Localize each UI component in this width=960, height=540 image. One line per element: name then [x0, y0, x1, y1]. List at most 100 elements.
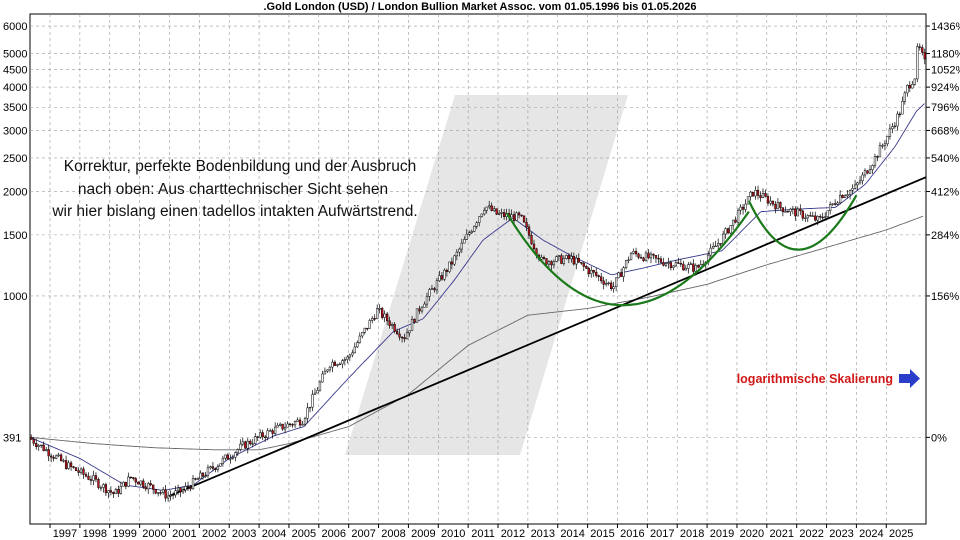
candle-up [761, 193, 765, 199]
candle-down [450, 261, 454, 265]
candle-down [69, 462, 73, 467]
candle-up [147, 483, 150, 490]
candle-up [453, 255, 456, 265]
x-tick-label: 2019 [710, 528, 734, 540]
y-tick-label: 3500 [3, 102, 27, 114]
candle-up [378, 308, 381, 310]
y-tick-label-percent: 284% [931, 230, 959, 242]
candle-up [458, 248, 461, 253]
candle-down [669, 262, 673, 268]
candle-up [873, 156, 877, 166]
y-tick-label-percent: 540% [931, 153, 959, 165]
candle-up [40, 444, 43, 447]
candle-up [468, 232, 471, 235]
candle-up [102, 484, 105, 488]
candle-down [799, 208, 802, 212]
candle-up [176, 487, 180, 491]
candle-up [316, 389, 319, 394]
y-tick-label: 4000 [3, 82, 27, 94]
candle-down [908, 85, 911, 89]
candle-up [313, 392, 317, 395]
candle-down [502, 212, 506, 217]
x-tick-label: 2008 [381, 528, 405, 540]
candle-up [62, 460, 65, 462]
candle-up [736, 209, 740, 223]
candle-down [94, 475, 98, 480]
candle-up [343, 359, 346, 361]
candle-down [577, 257, 580, 263]
candle-down [774, 203, 777, 210]
candle-down [201, 472, 205, 477]
candle-up [356, 342, 359, 348]
candle-down [657, 257, 660, 260]
candle-up [139, 480, 142, 485]
candle-up [557, 255, 561, 257]
bottom-arc-1 [506, 211, 750, 307]
candle-up [547, 261, 551, 265]
candle-down [298, 419, 302, 426]
candle-up [241, 441, 244, 445]
candle-up [181, 489, 185, 493]
trendline [169, 176, 927, 497]
candle-down [545, 258, 548, 265]
candle-up [674, 262, 678, 267]
candle-up [622, 267, 625, 277]
candle-up [804, 217, 807, 219]
candle-down [781, 207, 785, 213]
candle-up [493, 208, 496, 211]
candle-down [582, 262, 585, 267]
candle-up [891, 126, 894, 130]
candle-down [692, 263, 695, 272]
candle-up [684, 268, 687, 271]
candle-down [634, 250, 638, 255]
candle-up [405, 332, 409, 340]
candle-up [888, 128, 892, 137]
candle-down [129, 476, 132, 479]
candle-down [587, 267, 590, 275]
candlesticks [30, 43, 926, 502]
candle-up [348, 354, 351, 358]
candle-up [911, 84, 914, 89]
candle-down [97, 479, 100, 488]
candle-down [194, 478, 197, 480]
candle-down [381, 308, 384, 318]
x-tick-label: 2023 [829, 528, 853, 540]
x-tick-label: 2001 [172, 528, 196, 540]
candle-up [629, 253, 633, 261]
candle-down [74, 467, 78, 471]
candle-down [779, 202, 782, 208]
candle-up [886, 136, 889, 145]
candle-up [308, 406, 312, 409]
candle-down [719, 243, 722, 245]
candle-up [221, 457, 225, 464]
candle-up [607, 282, 610, 285]
candle-down [527, 226, 531, 236]
candle-up [754, 189, 757, 197]
bottom-arc-2 [747, 194, 858, 251]
y-tick-label-percent: 1436% [931, 21, 960, 33]
candle-down [647, 252, 650, 259]
x-tick-label: 2003 [232, 528, 256, 540]
x-tick-label: 2015 [590, 528, 614, 540]
candle-up [570, 256, 573, 260]
candle-down [522, 215, 526, 223]
x-tick-label: 2017 [650, 528, 674, 540]
x-tick-label: 1999 [112, 528, 136, 540]
candle-up [789, 208, 792, 212]
candle-up [251, 443, 254, 445]
candle-up [672, 265, 675, 268]
candle-up [749, 191, 752, 197]
candle-up [853, 184, 857, 189]
candle-down [560, 255, 563, 264]
candle-up [614, 277, 618, 287]
candle-up [209, 466, 212, 469]
candle-up [368, 320, 371, 329]
candle-up [438, 275, 441, 282]
candle-down [288, 423, 292, 425]
candle-down [756, 189, 760, 196]
candle-up [565, 255, 568, 259]
candle-down [814, 215, 817, 221]
candle-up [428, 289, 431, 297]
candle-up [79, 468, 83, 473]
candle-down [256, 436, 259, 438]
